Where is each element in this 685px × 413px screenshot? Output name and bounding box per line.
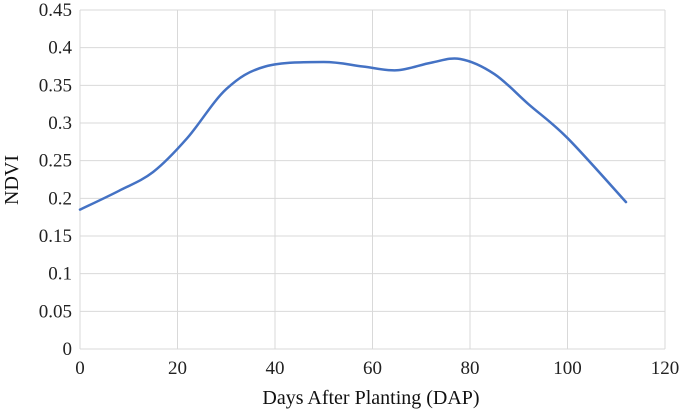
y-tick-label: 0.25	[39, 151, 72, 172]
y-tick-label: 0.45	[39, 0, 72, 21]
y-tick-label: 0.05	[39, 301, 72, 322]
y-axis-label: NDVI	[1, 155, 23, 205]
x-tick-label: 40	[266, 358, 285, 379]
x-axis-label: Days After Planting (DAP)	[262, 387, 479, 409]
x-tick-label: 100	[553, 358, 582, 379]
series-group	[78, 57, 628, 211]
y-tick-label: 0.3	[48, 113, 72, 134]
y-tick-label: 0.35	[39, 75, 72, 96]
x-tick-label: 20	[168, 358, 187, 379]
y-axis-ticks: 0 0.05 0.1 0.15 0.2 0.25 0.3 0.35 0.4 0.45	[39, 0, 73, 360]
x-tick-label: 60	[363, 358, 382, 379]
y-tick-label: 0.1	[48, 264, 72, 285]
x-tick-label: 80	[461, 358, 480, 379]
y-tick-label: 0.15	[39, 226, 72, 247]
x-tick-label: 120	[651, 358, 680, 379]
y-tick-label: 0.2	[48, 188, 72, 209]
y-tick-label: 0	[63, 339, 73, 360]
x-tick-label: 0	[75, 358, 85, 379]
x-axis-ticks: 0 20 40 60 80 100 120	[75, 358, 679, 379]
y-tick-label: 0.4	[48, 38, 72, 59]
grid-lines	[79, 9, 666, 350]
ndvi-series-line	[78, 57, 628, 211]
